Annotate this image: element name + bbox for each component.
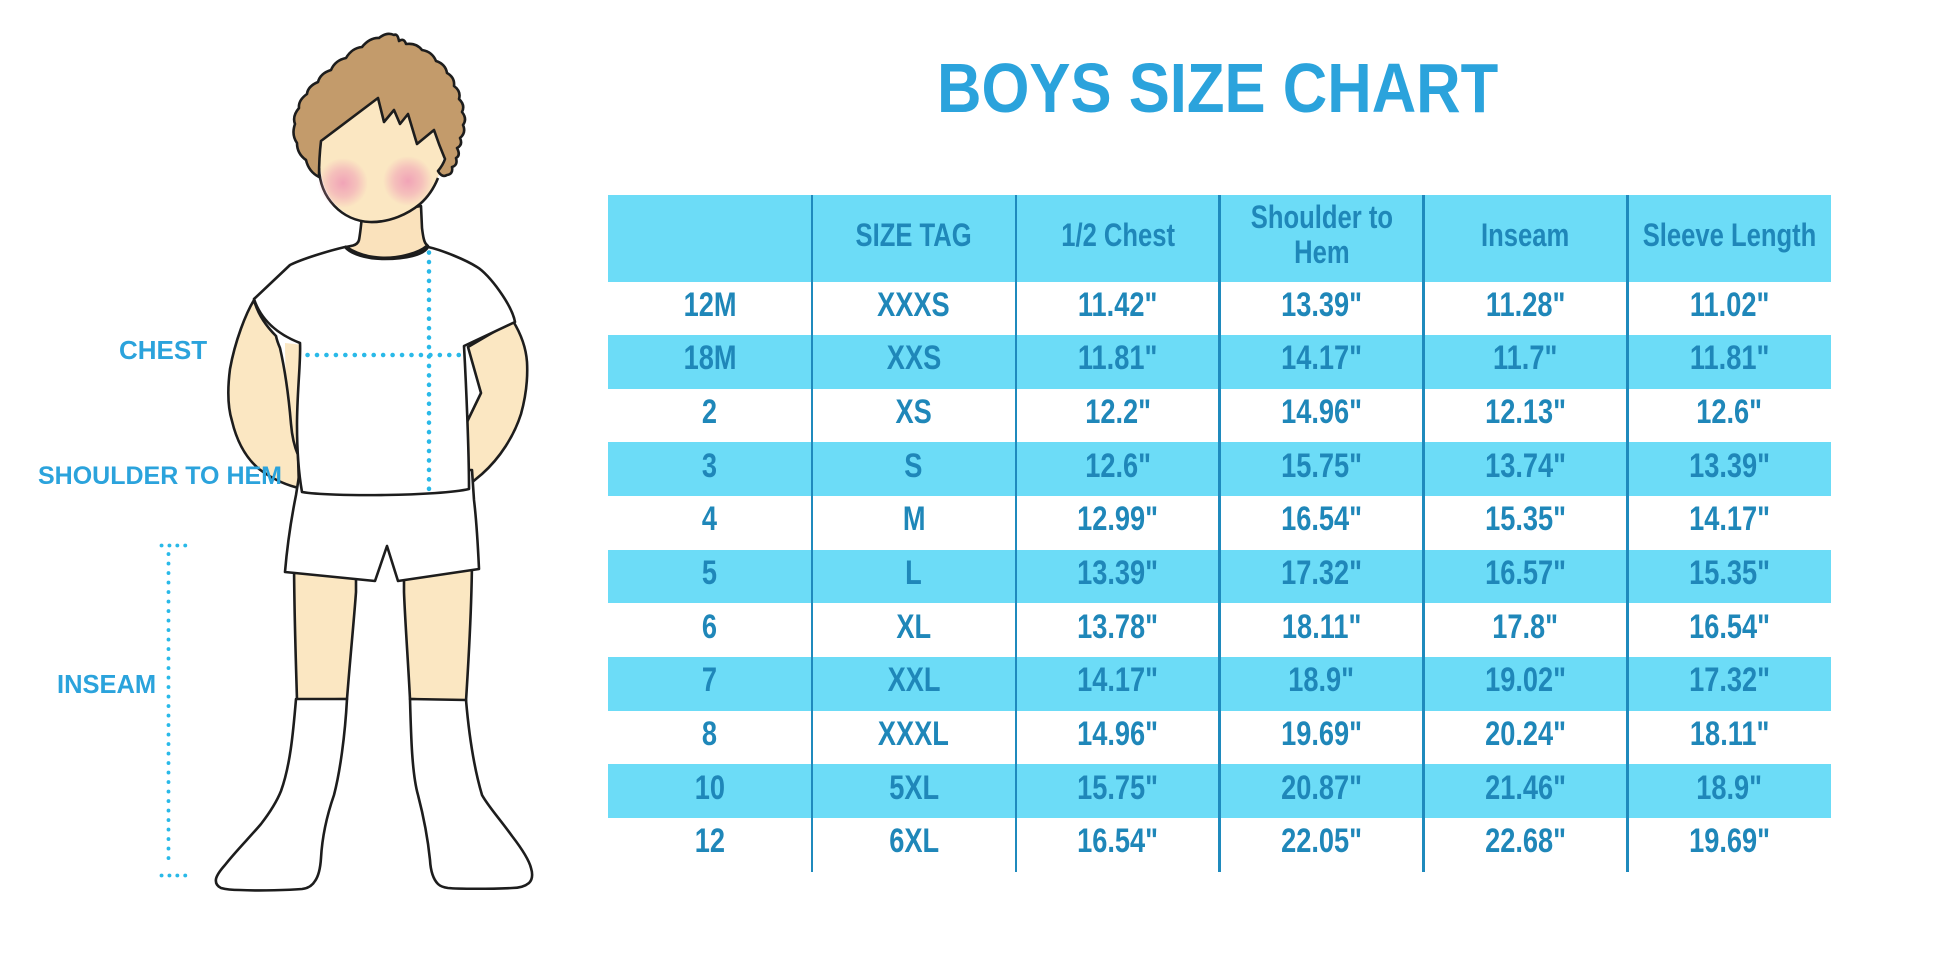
svg-text:INSEAM: INSEAM xyxy=(57,671,156,699)
svg-text:SHOULDER TO HEM: SHOULDER TO HEM xyxy=(38,462,282,490)
svg-text:CHEST: CHEST xyxy=(119,335,207,365)
